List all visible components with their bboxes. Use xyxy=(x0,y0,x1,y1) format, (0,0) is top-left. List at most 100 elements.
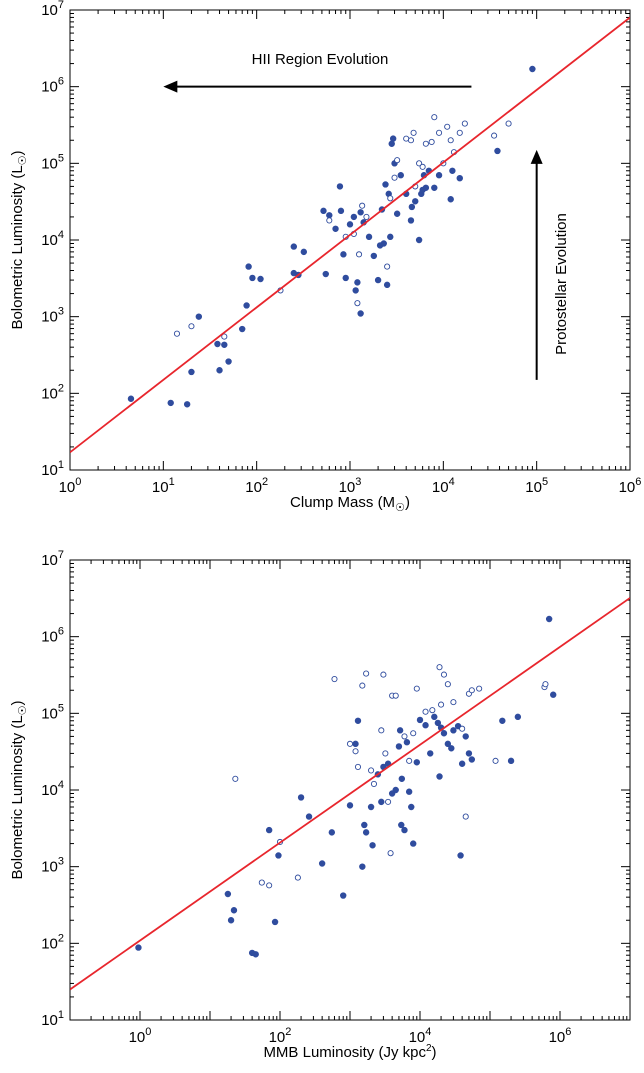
plot-frame xyxy=(69,559,631,1021)
data-point-filled xyxy=(447,196,454,203)
data-point-filled xyxy=(408,203,416,211)
x-tick-label: 104 xyxy=(432,476,455,496)
data-point-open xyxy=(422,140,429,147)
tick-exponent: 2 xyxy=(285,1026,291,1038)
tick-base: 10 xyxy=(41,782,58,799)
data-point-filled xyxy=(340,892,347,899)
y-tick-label: 104 xyxy=(41,229,64,249)
data-point-filled xyxy=(216,367,223,374)
sun-symbol: ☉ xyxy=(395,502,405,514)
tick-base: 10 xyxy=(41,629,58,646)
tick-base: 10 xyxy=(619,479,636,496)
tick-exponent: 1 xyxy=(58,1009,64,1021)
tick-exponent: 3 xyxy=(58,856,64,868)
data-point-open xyxy=(428,138,435,146)
data-point-open xyxy=(352,748,359,755)
x-tick-label: 106 xyxy=(549,1026,572,1046)
data-point-open xyxy=(447,137,454,144)
data-point-filled xyxy=(305,813,313,820)
tick-base: 10 xyxy=(41,155,58,172)
y-tick-label: 101 xyxy=(41,1009,64,1029)
data-points xyxy=(127,65,536,408)
tick-base: 10 xyxy=(41,935,58,952)
data-point-open xyxy=(459,725,466,732)
data-point-filled xyxy=(401,826,408,834)
data-point-open xyxy=(468,687,475,694)
data-point-filled xyxy=(449,167,456,174)
tick-exponent: 1 xyxy=(58,459,64,471)
data-point-filled xyxy=(318,860,326,867)
data-point-filled xyxy=(243,302,250,309)
data-point-filled xyxy=(408,803,415,811)
tick-exponent: 7 xyxy=(58,549,64,561)
tick-exponent: 0 xyxy=(145,1026,151,1038)
tick-base: 10 xyxy=(59,479,76,496)
tick-exponent: 0 xyxy=(75,476,81,488)
tick-exponent: 4 xyxy=(449,476,455,488)
data-point-open xyxy=(354,300,361,307)
data-point-filled xyxy=(415,236,423,244)
data-point-filled xyxy=(370,252,378,260)
data-point-filled xyxy=(352,287,359,294)
tick-exponent: 6 xyxy=(58,76,64,88)
data-point-open xyxy=(232,775,239,782)
tick-base: 10 xyxy=(41,309,58,326)
data-point-filled xyxy=(378,798,385,806)
tick-exponent: 7 xyxy=(58,0,64,11)
data-point-filled xyxy=(380,240,387,247)
tick-exponent: 5 xyxy=(542,476,548,488)
x-axis-label: MMB Luminosity (Jy kpc2) xyxy=(263,1043,436,1061)
mass-luminosity-chart: 100 101 102 103 104 105 106 101102103104105106… xyxy=(9,0,641,514)
data-point-filled xyxy=(382,181,389,188)
data-point-filled xyxy=(342,274,349,282)
fit-line xyxy=(70,597,630,991)
x-tick-label: 100 xyxy=(129,1026,152,1046)
data-point-filled xyxy=(436,773,443,780)
data-point-filled xyxy=(346,802,354,809)
data-point-filled xyxy=(389,135,397,142)
data-point-filled xyxy=(359,863,366,870)
data-point-open xyxy=(258,879,265,886)
data-point-filled xyxy=(367,803,375,811)
data-point-filled xyxy=(227,917,235,924)
data-point-open xyxy=(410,129,417,136)
data-point-filled xyxy=(395,743,403,750)
svg-text:MMB Luminosity (Jy kpc2): MMB Luminosity (Jy kpc2) xyxy=(263,1043,436,1061)
y-axis-label-suffix: ) xyxy=(9,700,26,705)
tick-base: 10 xyxy=(549,1029,566,1046)
tick-exponent: 3 xyxy=(355,476,361,488)
data-point-filled xyxy=(225,358,232,365)
data-point-filled xyxy=(458,760,466,767)
tick-base: 10 xyxy=(41,385,58,402)
tick-base: 10 xyxy=(432,479,449,496)
data-point-filled xyxy=(550,691,557,698)
data-point-filled xyxy=(328,829,336,836)
x-tick-labels: 100 102 104 106 xyxy=(129,1026,572,1046)
data-point-open xyxy=(331,676,338,683)
data-point-open xyxy=(326,217,333,224)
data-point-filled xyxy=(365,233,373,241)
data-point-filled xyxy=(392,786,399,794)
data-point-filled xyxy=(257,275,264,283)
data-point-open xyxy=(407,137,415,144)
tick-exponent: 1 xyxy=(169,476,175,488)
tick-base: 10 xyxy=(409,1029,426,1046)
tick-base: 10 xyxy=(245,479,262,496)
data-point-filled xyxy=(245,263,252,270)
x-tick-label: 102 xyxy=(245,476,268,496)
data-point-filled xyxy=(434,719,442,727)
data-point-filled xyxy=(398,821,405,829)
data-point-filled xyxy=(275,852,282,859)
tick-exponent: 5 xyxy=(58,152,64,164)
data-point-filled xyxy=(362,829,370,836)
svg-text:Bolometric Luminosity (L☉): Bolometric Luminosity (L☉) xyxy=(9,700,29,879)
data-point-open xyxy=(380,671,387,678)
data-point-filled xyxy=(413,759,420,766)
data-point-filled xyxy=(354,717,362,724)
y-axis-label: Bolometric Luminosity (L☉) xyxy=(9,700,29,879)
data-point-filled xyxy=(514,713,522,721)
